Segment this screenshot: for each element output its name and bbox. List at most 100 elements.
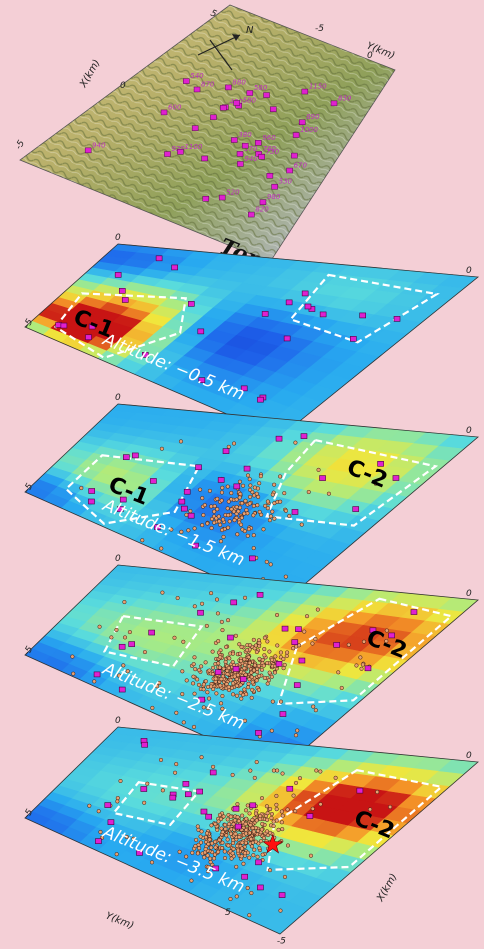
earthquake-marker	[375, 789, 380, 795]
earthquake-marker	[282, 874, 288, 879]
station-marker	[249, 802, 257, 809]
station-marker	[217, 477, 225, 483]
station-marker	[141, 741, 148, 748]
station-marker	[255, 859, 262, 866]
station-marker	[155, 255, 163, 262]
station-marker	[60, 322, 68, 329]
earthquake-marker	[235, 843, 240, 848]
earthquake-marker	[285, 650, 290, 655]
earthquake-marker	[192, 604, 197, 609]
earthquake-marker	[174, 762, 179, 767]
hypocenter-star	[262, 833, 284, 854]
earthquake-marker	[196, 682, 202, 687]
earthquake-marker	[259, 796, 265, 801]
station-marker	[359, 312, 367, 319]
earthquake-marker	[271, 819, 276, 824]
earthquake-marker	[220, 527, 225, 533]
topo-station-marker	[237, 161, 244, 167]
station-marker	[88, 488, 96, 494]
earthquake-marker	[195, 677, 200, 682]
topo-tick-left-neg5: -5	[14, 138, 27, 151]
topo-station-marker	[201, 155, 208, 162]
earthquake-marker	[218, 817, 223, 822]
earthquake-marker	[211, 764, 216, 769]
earthquake-marker	[124, 834, 129, 839]
earthquake-marker	[246, 685, 251, 690]
topo-station-marker	[84, 147, 92, 154]
earthquake-marker	[199, 829, 204, 834]
earthquake-marker	[220, 693, 225, 699]
earthquake-marker	[218, 522, 223, 527]
earthquake-marker	[209, 526, 214, 531]
earthquake-marker	[283, 574, 288, 579]
station-marker	[291, 639, 299, 645]
earthquake-marker	[291, 793, 296, 798]
earthquake-marker	[308, 853, 314, 858]
station-marker	[85, 334, 92, 341]
earthquake-marker	[267, 868, 273, 873]
earthquake-marker	[268, 830, 273, 835]
earthquake-marker	[284, 653, 289, 659]
topo-station-marker	[298, 119, 306, 125]
earthquake-marker	[272, 516, 277, 521]
station-marker	[243, 465, 251, 472]
station-marker	[181, 505, 188, 512]
earthquake-marker	[174, 710, 179, 715]
earthquake-marker	[220, 830, 225, 835]
station-marker	[232, 666, 240, 672]
earthquake-marker	[215, 611, 220, 616]
station-marker	[123, 454, 130, 460]
topo-station-marker	[291, 152, 298, 159]
earthquake-marker	[242, 666, 247, 671]
earthquake-marker	[122, 635, 128, 640]
earthquake-marker	[210, 672, 215, 677]
station-marker	[257, 884, 264, 891]
earthquake-marker	[195, 824, 200, 829]
earthquake-marker	[195, 851, 200, 856]
earthquake-marker	[216, 661, 221, 666]
earthquake-marker	[249, 837, 254, 842]
earthquake-marker	[169, 527, 174, 532]
earthquake-marker	[181, 720, 186, 725]
earthquake-marker	[121, 663, 126, 668]
earthquake-marker	[109, 635, 114, 640]
earthquake-marker	[297, 643, 302, 648]
earthquake-marker	[175, 595, 180, 601]
earthquake-marker	[149, 860, 155, 865]
earthquake-marker	[204, 623, 209, 628]
earthquake-marker	[193, 844, 198, 849]
earthquake-marker	[192, 526, 197, 531]
station-marker	[301, 290, 309, 297]
station-marker	[275, 661, 283, 667]
station-marker	[198, 377, 206, 383]
earthquake-marker	[274, 802, 279, 807]
station-marker	[350, 336, 357, 342]
earthquake-marker	[250, 680, 255, 685]
earthquake-marker	[224, 682, 229, 687]
earthquake-marker	[217, 837, 222, 843]
earthquake-marker	[384, 639, 389, 644]
earthquake-marker	[234, 504, 239, 510]
earthquake-marker	[240, 813, 245, 818]
earthquake-marker	[281, 656, 286, 662]
earthquake-marker	[226, 499, 231, 504]
earthquake-marker	[248, 494, 253, 499]
topo-station-marker	[220, 105, 227, 111]
earthquake-marker	[287, 513, 292, 519]
earthquake-marker	[265, 639, 270, 644]
layer-tick-label: 0	[115, 233, 121, 243]
earthquake-marker	[249, 844, 255, 849]
earthquake-marker	[205, 690, 210, 695]
earthquake-marker	[203, 847, 208, 852]
topo-station-group: 940 880 760 920 730 940 890 1100 1150 960 980 600 53…	[84, 72, 352, 218]
station-marker	[352, 506, 360, 512]
earthquake-marker	[246, 527, 251, 532]
earthquake-marker	[279, 809, 284, 814]
earthquake-marker	[226, 843, 231, 848]
topo-tick-right-0: 0	[367, 51, 373, 61]
topo-station-marker	[160, 109, 168, 116]
topo-station-marker	[258, 154, 265, 160]
earthquake-marker	[247, 501, 252, 506]
earthquake-marker	[235, 802, 240, 807]
cluster-contour	[64, 454, 201, 525]
